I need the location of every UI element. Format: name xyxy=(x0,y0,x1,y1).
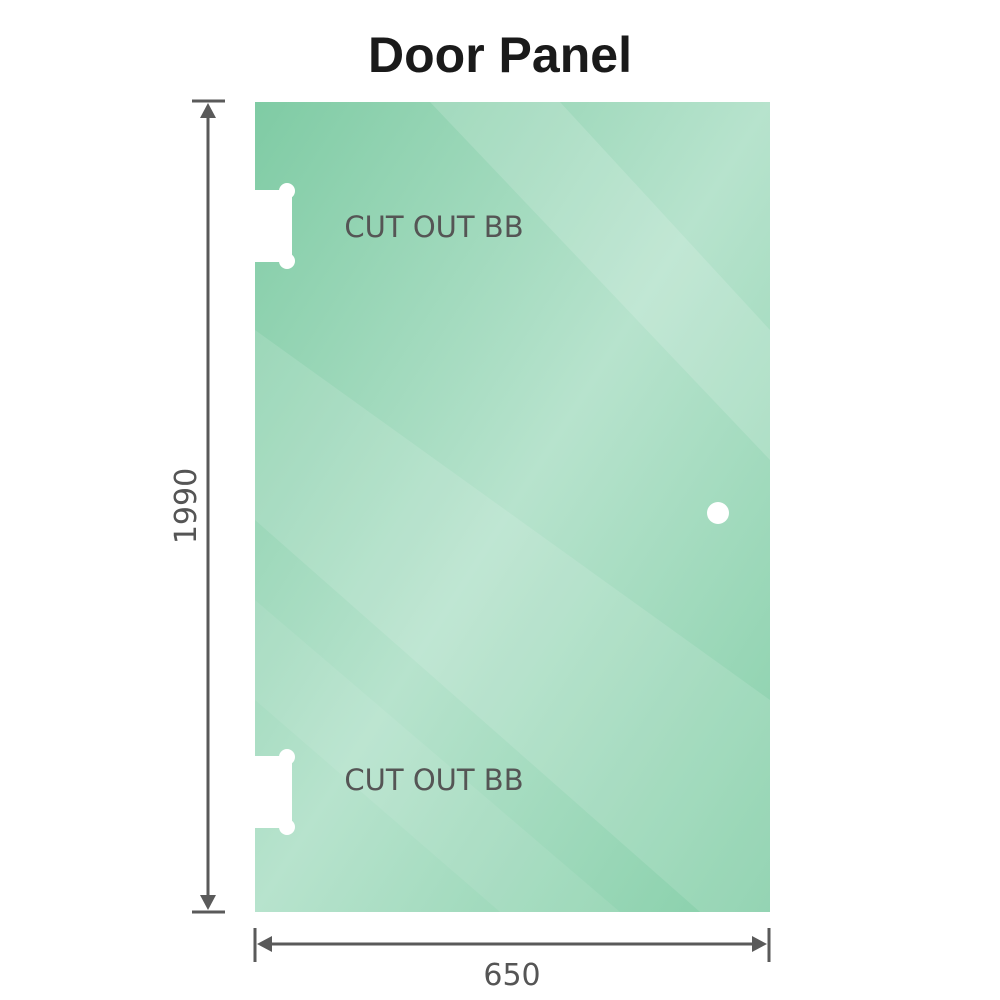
glass-panel xyxy=(255,102,770,912)
cutout-bottom xyxy=(250,749,295,835)
cutout-label-top: CUT OUT BB xyxy=(344,210,523,244)
width-dimension-label: 650 xyxy=(483,958,540,993)
cutout-top xyxy=(250,183,295,269)
height-dimension-line xyxy=(192,99,225,914)
handle-hole xyxy=(707,502,729,524)
height-dimension-label: 1990 xyxy=(169,468,204,544)
diagram-title: Door Panel xyxy=(368,27,632,83)
width-dimension-line xyxy=(253,928,771,962)
cutout-label-bottom: CUT OUT BB xyxy=(344,763,523,797)
